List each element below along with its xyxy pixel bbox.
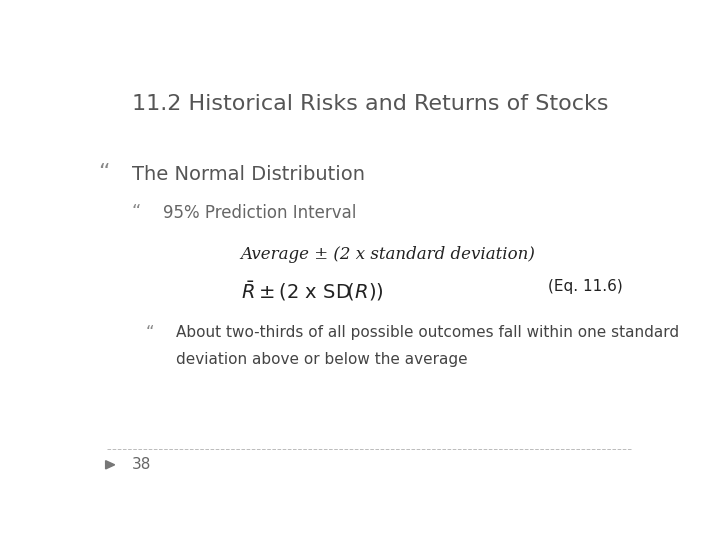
Text: (Eq. 11.6): (Eq. 11.6) (548, 279, 623, 294)
Polygon shape (106, 461, 114, 469)
Text: 38: 38 (132, 457, 151, 472)
Text: About two-thirds of all possible outcomes fall within one standard: About two-thirds of all possible outcome… (176, 325, 680, 340)
Text: $\bar{R} \pm \left(2\ \mathrm{x}\ \mathrm{SD}\!\left(R\right)\right)$: $\bar{R} \pm \left(2\ \mathrm{x}\ \mathr… (240, 279, 383, 303)
Text: “: “ (132, 203, 141, 221)
Text: The Normal Distribution: The Normal Distribution (132, 165, 365, 184)
Text: 11.2 Historical Risks and Returns of Stocks: 11.2 Historical Risks and Returns of Sto… (132, 94, 608, 114)
Text: 95% Prediction Interval: 95% Prediction Interval (163, 204, 356, 222)
Text: “: “ (99, 163, 110, 183)
Text: “: “ (145, 324, 154, 342)
Text: Average ± (2 x standard deviation): Average ± (2 x standard deviation) (240, 246, 536, 262)
Text: deviation above or below the average: deviation above or below the average (176, 352, 468, 367)
